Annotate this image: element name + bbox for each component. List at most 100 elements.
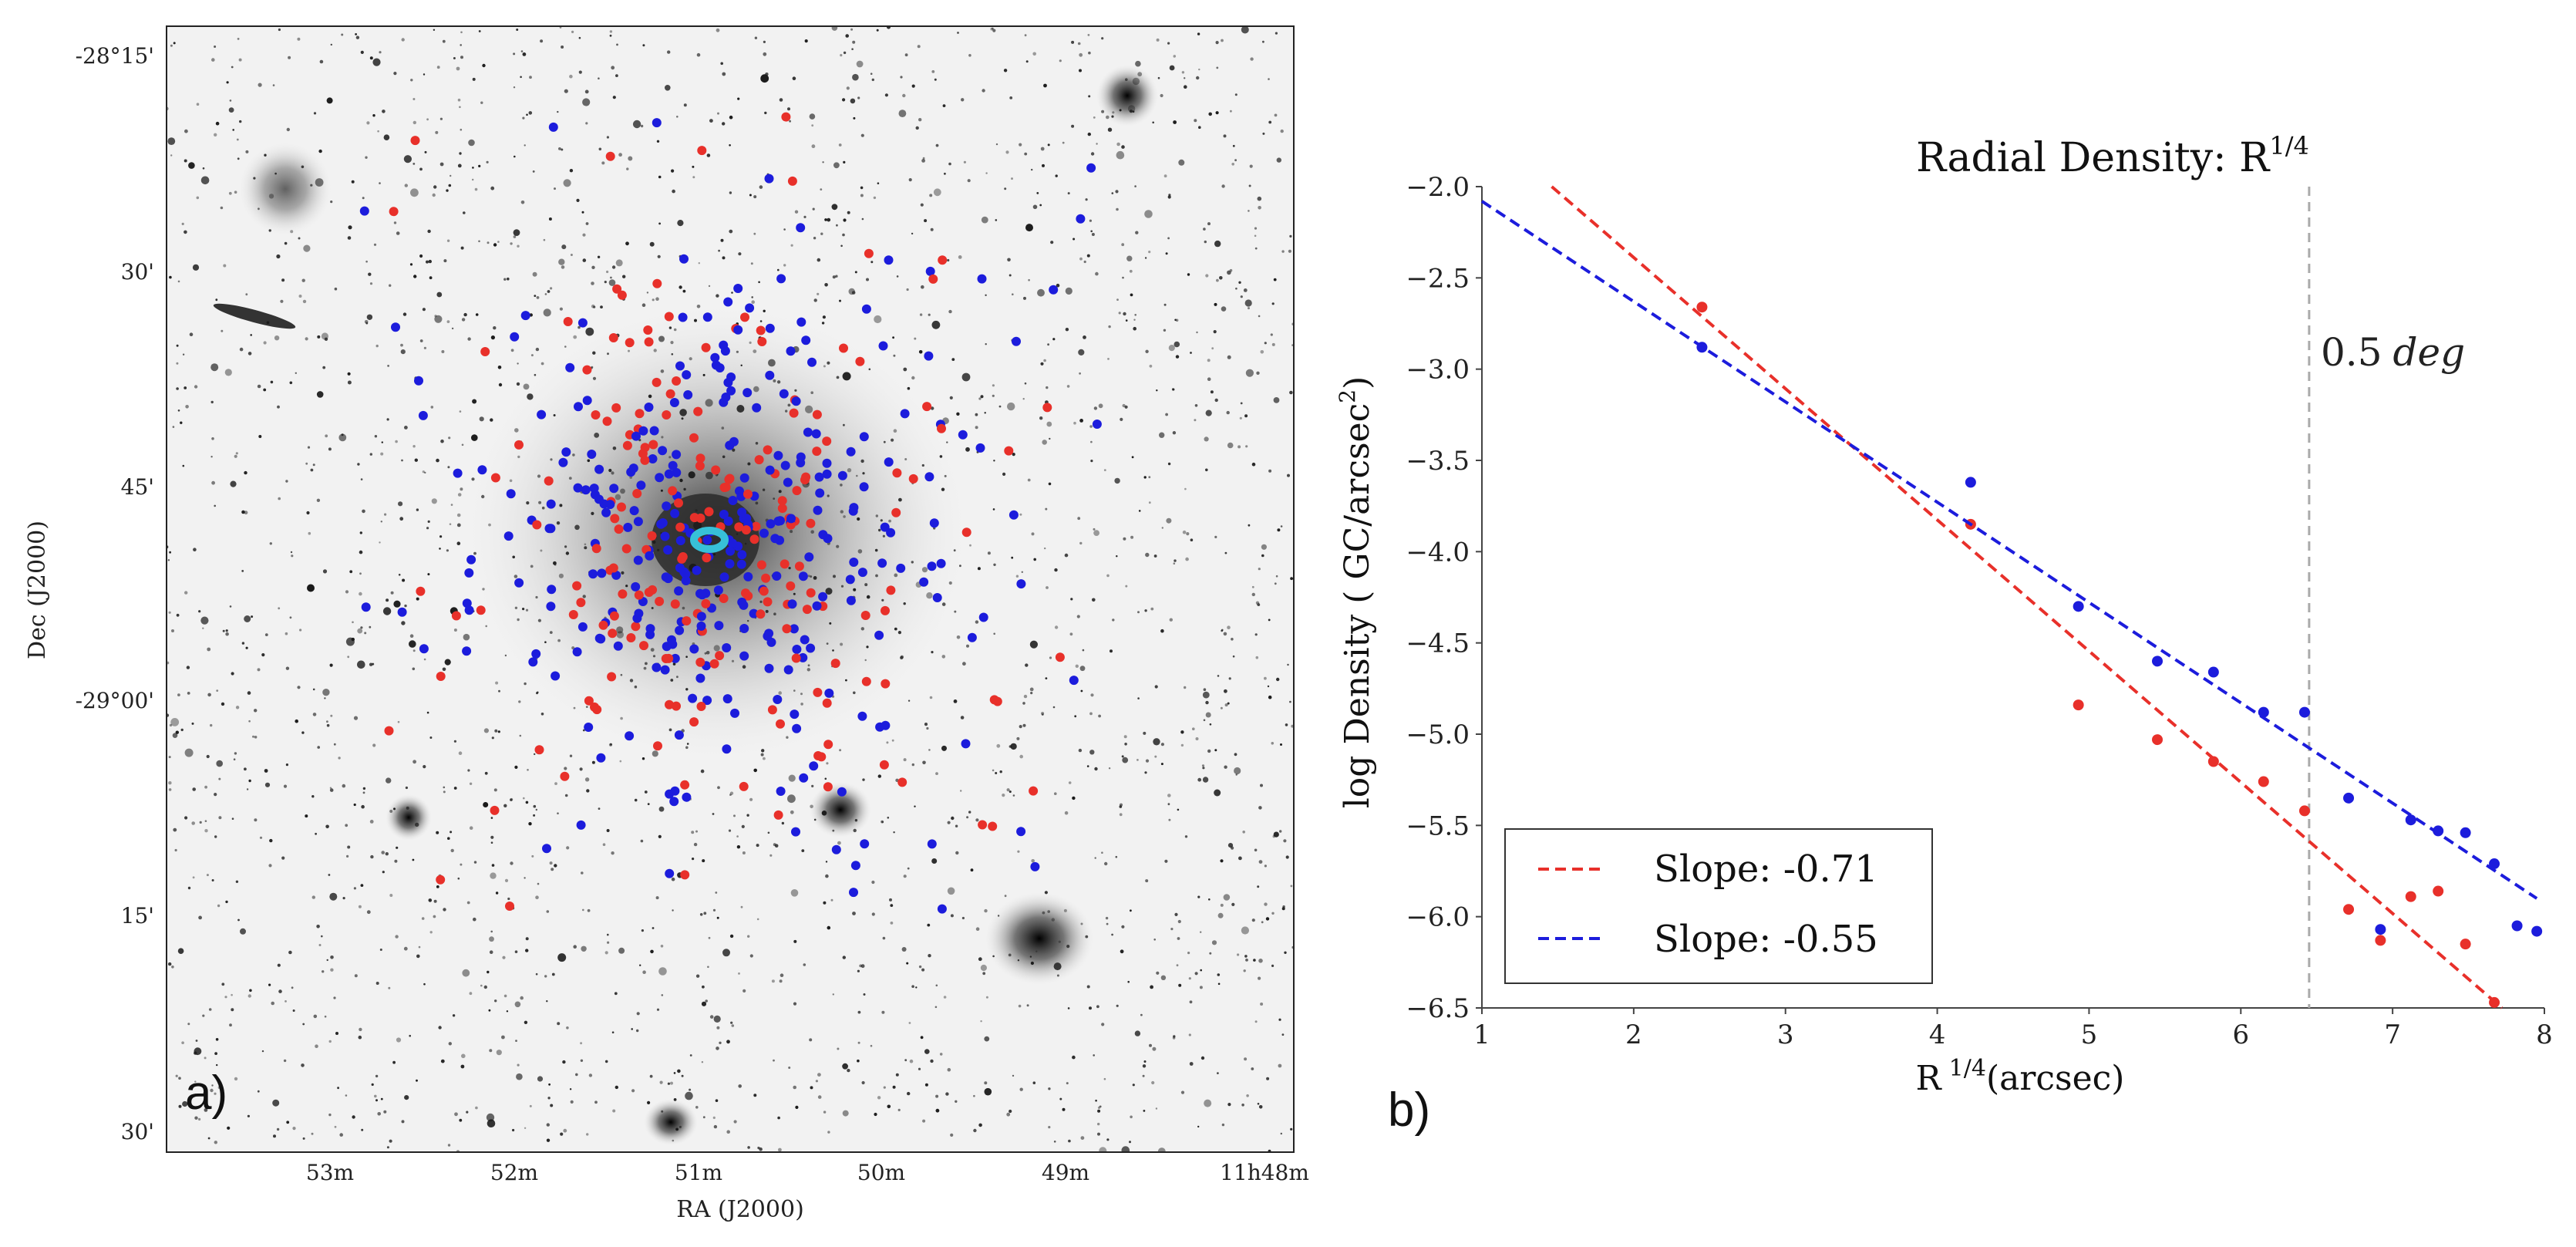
star bbox=[1103, 469, 1106, 471]
star bbox=[1071, 40, 1075, 44]
star bbox=[303, 244, 311, 252]
legend-box bbox=[1504, 828, 1933, 984]
star bbox=[941, 655, 946, 659]
star bbox=[1202, 777, 1209, 783]
star bbox=[585, 222, 589, 225]
star bbox=[911, 232, 914, 235]
star bbox=[359, 1027, 362, 1032]
star bbox=[751, 300, 755, 305]
star bbox=[1166, 517, 1172, 524]
star bbox=[1173, 389, 1175, 391]
star bbox=[1135, 231, 1139, 234]
star bbox=[582, 98, 591, 106]
star bbox=[204, 829, 208, 833]
star bbox=[606, 270, 609, 274]
star bbox=[1098, 714, 1101, 718]
star bbox=[1151, 1080, 1155, 1085]
star bbox=[1086, 985, 1090, 989]
star bbox=[960, 790, 962, 792]
star bbox=[658, 967, 667, 976]
data-point-series-0 bbox=[2073, 699, 2084, 711]
star bbox=[324, 1015, 327, 1018]
star bbox=[463, 211, 466, 214]
gc-point bbox=[924, 351, 934, 361]
gc-point bbox=[625, 731, 635, 741]
star bbox=[490, 335, 496, 340]
gc-point bbox=[721, 482, 731, 492]
star bbox=[375, 1099, 378, 1102]
star bbox=[1035, 950, 1038, 952]
star bbox=[456, 523, 461, 527]
star bbox=[660, 369, 665, 373]
star bbox=[753, 232, 756, 235]
star bbox=[1160, 763, 1163, 766]
star bbox=[1258, 959, 1263, 963]
star bbox=[422, 308, 426, 312]
star bbox=[755, 501, 759, 505]
star bbox=[801, 849, 805, 852]
star bbox=[439, 548, 441, 550]
star bbox=[1101, 110, 1105, 113]
star bbox=[585, 122, 588, 125]
star bbox=[549, 861, 553, 865]
star bbox=[928, 954, 931, 958]
star bbox=[701, 1001, 707, 1006]
star bbox=[685, 656, 688, 658]
star bbox=[498, 383, 503, 387]
chart-title: Radial Density: R1/4 bbox=[1916, 131, 2309, 181]
star bbox=[439, 162, 444, 167]
star bbox=[1172, 431, 1177, 435]
star bbox=[578, 70, 582, 74]
y-tick-label: −2.5 bbox=[1406, 263, 1470, 294]
star bbox=[513, 86, 516, 89]
star bbox=[731, 659, 735, 662]
star bbox=[559, 504, 563, 507]
gc-point bbox=[589, 484, 599, 494]
star bbox=[1214, 749, 1217, 752]
star bbox=[1227, 625, 1231, 629]
star bbox=[184, 816, 188, 820]
star bbox=[671, 877, 675, 881]
gc-point bbox=[384, 726, 394, 736]
star bbox=[517, 455, 520, 459]
star bbox=[1221, 629, 1224, 632]
gc-point bbox=[560, 771, 570, 781]
star bbox=[701, 1061, 704, 1063]
data-point-series-0 bbox=[2258, 776, 2269, 787]
star bbox=[591, 760, 595, 764]
star bbox=[192, 787, 196, 791]
star bbox=[433, 29, 436, 31]
star bbox=[377, 1112, 382, 1116]
star bbox=[469, 992, 473, 996]
gc-point bbox=[777, 504, 787, 514]
star bbox=[383, 134, 390, 140]
star bbox=[1271, 342, 1275, 346]
gc-point bbox=[817, 752, 827, 762]
star bbox=[1156, 971, 1160, 975]
star bbox=[520, 50, 524, 52]
star bbox=[941, 745, 947, 751]
star bbox=[1144, 257, 1147, 259]
star bbox=[847, 468, 852, 473]
star bbox=[610, 276, 612, 279]
star bbox=[235, 880, 239, 884]
star bbox=[1138, 510, 1141, 512]
star bbox=[484, 771, 488, 775]
star bbox=[1165, 413, 1168, 416]
star bbox=[449, 523, 452, 525]
star bbox=[227, 1126, 231, 1130]
star bbox=[893, 831, 895, 834]
star bbox=[247, 352, 252, 356]
data-point-series-0 bbox=[2343, 904, 2355, 915]
star bbox=[400, 343, 403, 347]
star bbox=[1284, 951, 1287, 955]
gc-point bbox=[1029, 786, 1039, 796]
star bbox=[1087, 34, 1090, 36]
star bbox=[1265, 917, 1270, 921]
star bbox=[272, 1099, 280, 1107]
gc-point bbox=[807, 357, 817, 367]
star bbox=[338, 757, 341, 760]
gc-point bbox=[1012, 336, 1021, 346]
star bbox=[722, 72, 726, 76]
star bbox=[475, 313, 479, 316]
